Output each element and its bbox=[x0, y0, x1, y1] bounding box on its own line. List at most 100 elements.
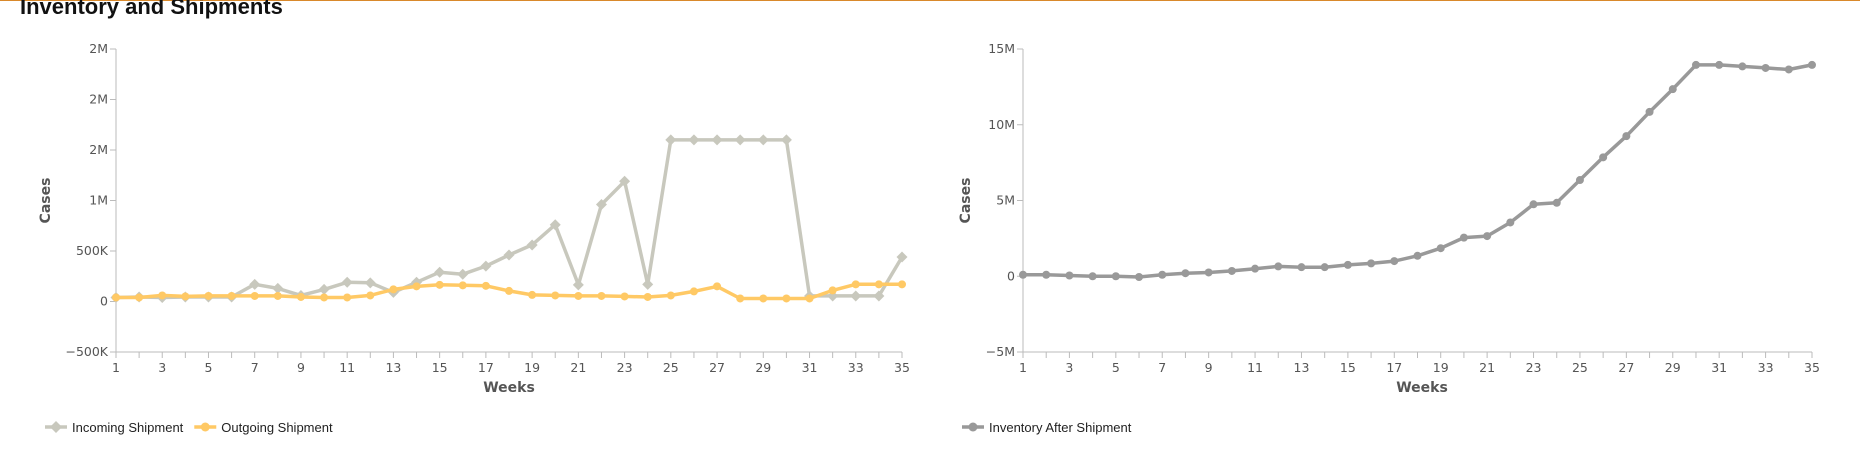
x-tick-label: 3 bbox=[158, 360, 166, 375]
y-tick-label: −5M bbox=[986, 344, 1015, 359]
inventory-after-shipment-point bbox=[1135, 273, 1144, 282]
outgoing-shipment-point bbox=[551, 291, 560, 300]
incoming-shipment-point bbox=[272, 282, 284, 294]
incoming-shipment-point bbox=[434, 266, 446, 278]
x-tick-label: 25 bbox=[1572, 360, 1588, 375]
incoming-shipment-point bbox=[619, 175, 631, 187]
y-tick-label: 1M bbox=[89, 193, 108, 208]
outgoing-shipment-point bbox=[250, 291, 259, 300]
inventory-after-shipment-point bbox=[1019, 270, 1027, 279]
inventory-after-shipment-legend-marker bbox=[968, 422, 978, 432]
inventory-after-shipment-point bbox=[1715, 60, 1724, 69]
x-tick-label: 21 bbox=[1479, 360, 1495, 375]
inventory-after-shipment-point bbox=[1784, 65, 1793, 74]
y-tick-label: 500K bbox=[76, 243, 109, 258]
outgoing-shipment-point bbox=[112, 293, 120, 302]
inventory-after-shipment-point bbox=[1204, 268, 1213, 277]
x-tick-label: 23 bbox=[617, 360, 633, 375]
outgoing-shipment-point bbox=[204, 291, 213, 300]
y-tick-label: 2M bbox=[89, 41, 108, 56]
inventory-after-shipment-line bbox=[1023, 63, 1813, 279]
outgoing-shipment-point bbox=[666, 291, 675, 300]
incoming-shipment-point bbox=[896, 251, 908, 263]
incoming-shipment-point bbox=[249, 278, 261, 290]
outgoing-shipment-point bbox=[805, 294, 814, 303]
x-axis-title: Weeks bbox=[1396, 380, 1448, 396]
x-tick-label: 11 bbox=[339, 360, 355, 375]
outgoing-shipment-point bbox=[620, 292, 629, 301]
x-tick-label: 33 bbox=[848, 360, 864, 375]
outgoing-shipment-point bbox=[828, 286, 837, 295]
incoming-shipment-point bbox=[688, 134, 700, 146]
inventory-after-shipment-point bbox=[1668, 85, 1677, 94]
outgoing-shipment-point bbox=[389, 285, 398, 294]
inventory-after-shipment-point bbox=[1088, 272, 1097, 281]
inventory-after-shipment-point bbox=[1274, 262, 1283, 271]
outgoing-shipment-point bbox=[528, 290, 537, 299]
inventory-after-shipment-point bbox=[1367, 259, 1376, 268]
x-tick-label: 9 bbox=[297, 360, 305, 375]
incoming-shipment-legend-marker bbox=[50, 421, 62, 433]
incoming-shipment-series bbox=[110, 134, 908, 303]
x-tick-label: 25 bbox=[663, 360, 679, 375]
inventory-after-shipment-point bbox=[1227, 266, 1236, 275]
inventory-after-shipment-point bbox=[1320, 263, 1329, 272]
inventory-after-shipment-point bbox=[1065, 271, 1074, 280]
inventory-after-shipment-point bbox=[1645, 107, 1654, 116]
inventory-after-shipment-point bbox=[1552, 198, 1561, 207]
inventory-after-shipment-point bbox=[1343, 260, 1352, 269]
incoming-shipment-point bbox=[873, 290, 885, 302]
outgoing-shipment-point bbox=[412, 282, 421, 291]
x-tick-label: 35 bbox=[894, 360, 910, 375]
y-tick-label: 15M bbox=[988, 41, 1015, 56]
x-tick-label: 9 bbox=[1205, 360, 1213, 375]
outgoing-shipment-point bbox=[759, 294, 768, 303]
incoming-shipment-legend-item: Incoming Shipment bbox=[45, 420, 184, 435]
incoming-shipment-point bbox=[734, 134, 746, 146]
incoming-shipment-legend-label: Incoming Shipment bbox=[72, 420, 184, 435]
x-tick-label: 5 bbox=[204, 360, 212, 375]
inventory-after-shipment-point bbox=[1436, 244, 1445, 253]
inventory-after-shipment-point bbox=[1529, 200, 1538, 209]
x-tick-label: 21 bbox=[570, 360, 586, 375]
inventory-after-shipment-point bbox=[1297, 263, 1306, 272]
y-tick-label: 2M bbox=[89, 92, 108, 107]
inventory-after-shipment-point bbox=[1251, 264, 1260, 273]
outgoing-shipment-point bbox=[435, 280, 444, 289]
incoming-shipment-point bbox=[595, 199, 607, 211]
x-tick-label: 27 bbox=[1618, 360, 1634, 375]
incoming-shipment-point bbox=[549, 219, 561, 231]
incoming-shipment-line bbox=[115, 138, 904, 300]
inventory-after-shipment-point bbox=[1042, 270, 1051, 279]
x-tick-label: 17 bbox=[478, 360, 494, 375]
y-axis-title: Cases bbox=[958, 178, 974, 224]
outgoing-shipment-series bbox=[112, 280, 906, 303]
outgoing-shipment-point bbox=[273, 291, 282, 300]
outgoing-shipment-point bbox=[736, 294, 745, 303]
outgoing-shipment-legend-label: Outgoing Shipment bbox=[221, 420, 333, 435]
inventory-after-shipment-point bbox=[1761, 63, 1770, 72]
inventory-after-shipment-point bbox=[1691, 60, 1700, 69]
inventory-after-shipment-point bbox=[1575, 176, 1584, 185]
x-tick-label: 13 bbox=[1294, 360, 1310, 375]
inventory-after-shipment-point bbox=[1111, 272, 1120, 281]
y-tick-label: 0 bbox=[100, 294, 108, 309]
incoming-shipment-point bbox=[642, 278, 654, 290]
incoming-shipment-point bbox=[850, 290, 862, 302]
incoming-shipment-point bbox=[780, 134, 792, 146]
outgoing-shipment-point bbox=[874, 280, 883, 289]
outgoing-shipment-point bbox=[343, 293, 352, 302]
inventory-after-shipment-legend-label: Inventory After Shipment bbox=[989, 420, 1132, 435]
x-tick-label: 29 bbox=[1665, 360, 1681, 375]
y-tick-label: 5M bbox=[996, 193, 1015, 208]
outgoing-shipment-point bbox=[296, 292, 305, 301]
inventory-after-shipment-point bbox=[1158, 270, 1167, 279]
top-accent-border bbox=[0, 0, 1860, 1]
outgoing-shipment-point bbox=[713, 282, 722, 291]
inventory-after-shipment-point bbox=[1390, 257, 1399, 266]
incoming-shipment-point bbox=[503, 249, 515, 261]
inventory-after-shipment-point bbox=[1808, 60, 1816, 69]
incoming-shipment-point bbox=[318, 283, 330, 295]
y-tick-label: 0 bbox=[1007, 268, 1015, 283]
x-tick-label: 5 bbox=[1112, 360, 1120, 375]
